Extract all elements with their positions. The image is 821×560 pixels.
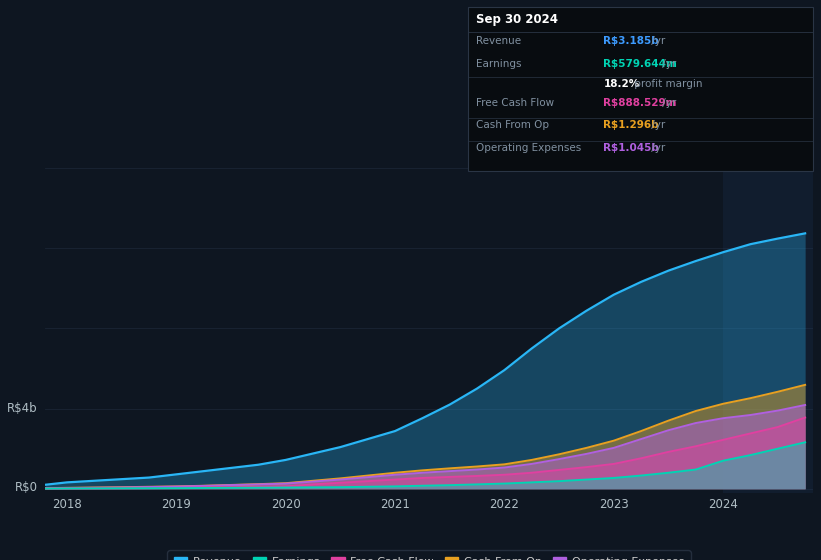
Text: Cash From Op: Cash From Op <box>476 120 549 130</box>
Text: /yr: /yr <box>648 36 665 46</box>
Text: Free Cash Flow: Free Cash Flow <box>476 98 554 108</box>
Text: R$1.296b: R$1.296b <box>603 120 659 130</box>
Text: Operating Expenses: Operating Expenses <box>476 143 581 153</box>
Text: R$0: R$0 <box>15 482 38 494</box>
Text: Sep 30 2024: Sep 30 2024 <box>476 13 558 26</box>
Text: Earnings: Earnings <box>476 59 521 69</box>
Text: Revenue: Revenue <box>476 36 521 46</box>
Text: /yr: /yr <box>659 59 677 69</box>
Text: R$579.644m: R$579.644m <box>603 59 677 69</box>
Text: R$888.529m: R$888.529m <box>603 98 677 108</box>
Text: profit margin: profit margin <box>631 79 703 89</box>
Text: 18.2%: 18.2% <box>603 79 640 89</box>
Bar <box>723 168 813 493</box>
Text: /yr: /yr <box>648 120 665 130</box>
Text: /yr: /yr <box>648 143 665 153</box>
Text: /yr: /yr <box>659 98 677 108</box>
Legend: Revenue, Earnings, Free Cash Flow, Cash From Op, Operating Expenses: Revenue, Earnings, Free Cash Flow, Cash … <box>167 550 690 560</box>
Text: R$3.185b: R$3.185b <box>603 36 659 46</box>
Text: R$4b: R$4b <box>7 402 38 415</box>
Text: R$1.045b: R$1.045b <box>603 143 659 153</box>
